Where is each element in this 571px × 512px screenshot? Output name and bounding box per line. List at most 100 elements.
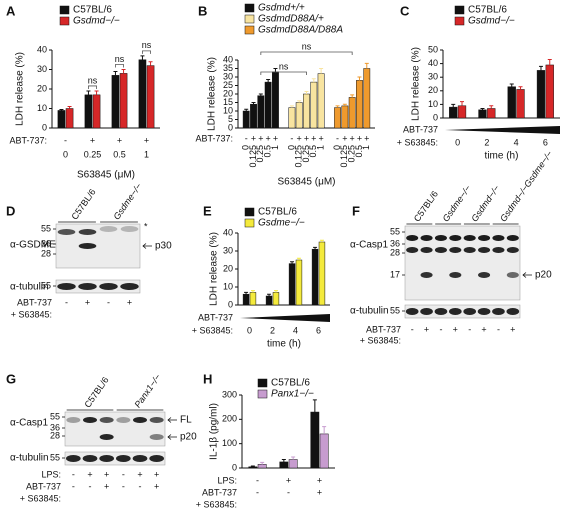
- bar: [272, 71, 279, 129]
- row-cell: -: [122, 469, 125, 479]
- row-cell: +: [481, 324, 486, 334]
- error-bar: [260, 461, 265, 465]
- legend-swatch: [454, 5, 465, 15]
- arrow-label: p20: [180, 432, 197, 443]
- bar: [279, 461, 289, 469]
- x-tick-label: 1: [315, 145, 325, 150]
- x-tick-label: 0.5: [308, 145, 318, 158]
- row-cell: -: [468, 324, 471, 334]
- band: [66, 455, 81, 462]
- y-tick-label: 0: [42, 122, 47, 132]
- y-tick-label: 5: [228, 114, 233, 124]
- bar: [545, 64, 554, 119]
- marker-label: 55: [41, 223, 51, 233]
- error-bar: [322, 426, 327, 434]
- error-bar: [67, 106, 72, 109]
- error-bar: [94, 90, 99, 95]
- bar: [318, 241, 326, 306]
- y-tick-label: 40: [428, 58, 438, 68]
- row-cell: -: [439, 324, 442, 334]
- bar: [449, 106, 458, 119]
- arrow-label: FL: [180, 415, 192, 426]
- row-label: ABT-737: [403, 124, 438, 134]
- band: [478, 272, 491, 278]
- error-bar: [460, 101, 465, 106]
- error-bar: [350, 94, 355, 98]
- annotation: ns: [279, 61, 289, 71]
- legend-swatch: [257, 378, 268, 388]
- band: [149, 455, 165, 462]
- marker-label: 36: [41, 238, 51, 248]
- row-cell: +: [317, 475, 322, 485]
- marker-label: 17: [390, 269, 400, 279]
- x-tick-label: 1: [270, 145, 280, 150]
- row-label: LPS:: [41, 469, 61, 479]
- marker-label: 28: [50, 430, 60, 440]
- bar: [84, 94, 93, 129]
- arrow-label: p30: [155, 241, 172, 252]
- legend-label: Gsdmd−/−: [73, 16, 120, 27]
- y-tick-label: 0: [228, 122, 233, 132]
- error-bar: [313, 246, 318, 250]
- x-tick-label: 6: [543, 137, 548, 147]
- bar: [311, 248, 319, 306]
- error-bar: [290, 261, 295, 264]
- annotation: ns: [142, 40, 152, 50]
- wedge: [445, 126, 560, 134]
- band: [506, 308, 520, 315]
- marker-label: 55: [390, 226, 400, 236]
- row-cell: +: [154, 469, 159, 479]
- legend-swatch: [59, 5, 70, 15]
- band: [420, 247, 433, 253]
- bar: [119, 73, 128, 129]
- error-bar: [538, 65, 543, 71]
- bar: [341, 105, 349, 129]
- legend-swatch: [244, 25, 255, 35]
- bar: [487, 108, 496, 119]
- x-axis-label: time (h): [267, 339, 301, 350]
- bar: [334, 107, 341, 129]
- y-tick-label: 0: [433, 112, 438, 122]
- band: [149, 434, 164, 440]
- band: [99, 455, 114, 462]
- legend-label: C57BL/6: [258, 207, 297, 218]
- y-tick-label: 25: [223, 80, 233, 90]
- row-cell: +: [117, 135, 122, 145]
- bar: [295, 259, 303, 306]
- band: [506, 235, 519, 241]
- bar: [356, 80, 363, 129]
- arrow: [167, 417, 177, 423]
- error-bar: [244, 291, 249, 295]
- bar: [478, 109, 487, 119]
- lane-title: Gsdme−/−: [441, 183, 473, 223]
- bar: [242, 110, 250, 129]
- row-cell: -: [287, 487, 290, 497]
- bar: [57, 110, 66, 129]
- arrow: [522, 272, 532, 278]
- row-cell: +: [317, 487, 322, 497]
- x-tick-label: 0: [241, 145, 251, 150]
- legend-swatch: [244, 207, 255, 217]
- marker-label: 36: [50, 422, 60, 432]
- panel-letter: C: [400, 3, 410, 18]
- annotation: ns: [115, 54, 125, 64]
- membrane: [404, 304, 521, 319]
- error-bar: [335, 105, 340, 108]
- marker-label: 28: [390, 247, 400, 257]
- error-bar: [250, 290, 255, 293]
- row-label: ABT-737: [26, 481, 61, 491]
- x-tick-label: 0: [247, 325, 252, 335]
- error-bar: [509, 83, 514, 87]
- panel-letter: A: [6, 3, 16, 18]
- x-tick-label: 0.25: [255, 145, 265, 163]
- bar: [272, 292, 280, 306]
- bar: [250, 103, 257, 129]
- antibody-label: α-Casp1: [10, 418, 48, 429]
- error-bar: [266, 79, 271, 83]
- row-cell: +: [350, 133, 355, 143]
- error-bar: [289, 105, 294, 108]
- error-bar: [148, 61, 153, 66]
- bar: [257, 95, 265, 129]
- bar: [348, 97, 356, 129]
- row-cell: -: [290, 133, 293, 143]
